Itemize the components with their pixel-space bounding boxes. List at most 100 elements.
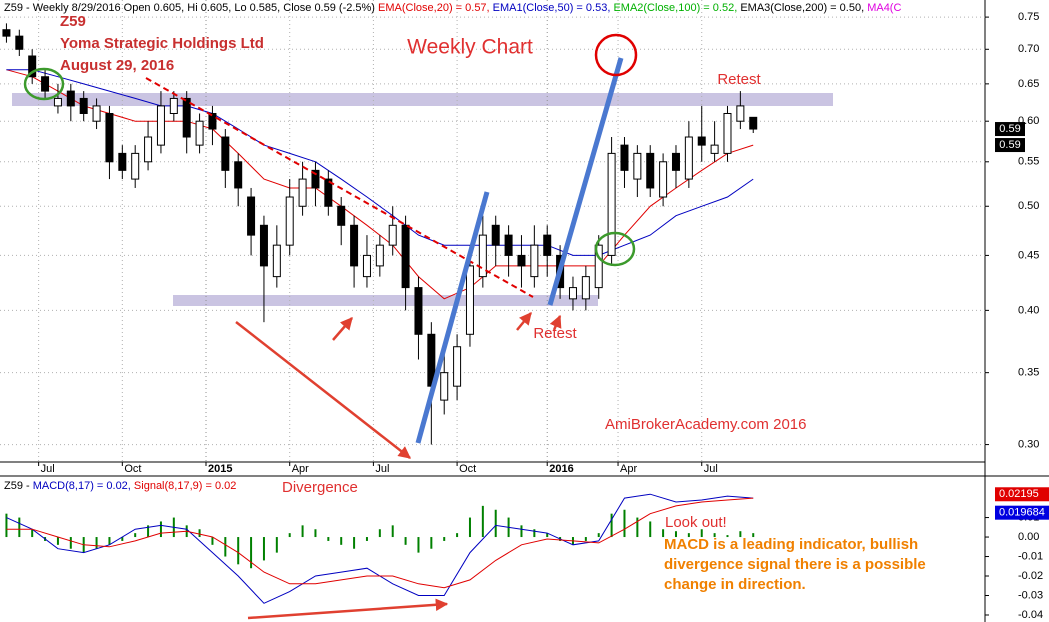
candle-body bbox=[453, 346, 462, 387]
header: Z59 - Weekly 8/29/2016 Open 0.605, Hi 0.… bbox=[4, 2, 901, 14]
candle-body bbox=[517, 254, 526, 267]
annotation: Retest bbox=[533, 325, 577, 342]
candle-body bbox=[697, 136, 706, 146]
x-tick-label: Jul bbox=[704, 463, 718, 475]
decorations bbox=[12, 93, 833, 306]
candle-body bbox=[684, 136, 693, 180]
histogram-bar bbox=[5, 513, 8, 538]
indicator-line bbox=[6, 69, 754, 256]
candle-body bbox=[79, 97, 88, 114]
candle-body bbox=[131, 152, 140, 180]
header-part: MA4(C bbox=[867, 2, 901, 14]
candle-body bbox=[504, 234, 513, 256]
histogram-bar bbox=[430, 537, 433, 549]
x-tick-label: Jul bbox=[41, 463, 55, 475]
candle-body bbox=[478, 234, 487, 278]
histogram-bar bbox=[649, 521, 652, 538]
candle-body bbox=[66, 90, 75, 107]
x-tick-label: Apr bbox=[292, 463, 309, 475]
histogram-bar bbox=[378, 529, 381, 538]
y-tick-label: -0.03 bbox=[1018, 589, 1043, 601]
annotation: Yoma Strategic Holdings Ltd bbox=[60, 35, 264, 52]
candle-body bbox=[144, 136, 153, 163]
histogram-bar bbox=[288, 533, 291, 538]
candle-body bbox=[41, 76, 50, 92]
candle-body bbox=[671, 152, 680, 171]
decorations bbox=[23, 33, 638, 620]
candle-body bbox=[375, 244, 384, 267]
arrow bbox=[235, 321, 411, 459]
header-part: Signal(8,17,9) = 0.02 bbox=[134, 480, 236, 492]
annotation: Retest bbox=[717, 71, 761, 88]
header: Z59 - MACD(8,17) = 0.02, Signal(8,17,9) … bbox=[4, 480, 236, 492]
candle-body bbox=[285, 196, 294, 246]
candle-body bbox=[169, 97, 178, 114]
histogram-bar bbox=[391, 525, 394, 538]
histogram-bar bbox=[69, 537, 72, 549]
y-tick-label: 0.40 bbox=[1018, 304, 1039, 316]
histogram-bar bbox=[533, 529, 536, 538]
annotation: August 29, 2016 bbox=[60, 57, 174, 74]
histogram-bar bbox=[275, 537, 278, 553]
candle-body bbox=[414, 287, 423, 335]
histogram-bar bbox=[610, 513, 613, 538]
y-tick-label: 0.35 bbox=[1018, 367, 1039, 379]
candle-body bbox=[388, 224, 397, 246]
histogram-bar bbox=[546, 533, 549, 538]
y-tick-label: 0.55 bbox=[1018, 156, 1039, 168]
histogram-bar bbox=[340, 537, 343, 545]
candle-body bbox=[362, 254, 371, 278]
highlight-circle bbox=[23, 67, 65, 101]
histogram-bar bbox=[674, 531, 677, 538]
candle-body bbox=[118, 152, 127, 171]
candle-body bbox=[440, 372, 449, 401]
candle-body bbox=[208, 112, 217, 130]
candle-body bbox=[324, 178, 333, 207]
histogram-bar bbox=[211, 537, 214, 545]
annotation: change in direction. bbox=[664, 576, 806, 593]
header-part: Z59 - bbox=[4, 480, 33, 492]
annotation: Z59 bbox=[60, 13, 86, 30]
histogram-bar bbox=[198, 529, 201, 538]
value-tag bbox=[995, 487, 1049, 502]
histogram-bar bbox=[584, 537, 587, 541]
y-tick-label: 0.75 bbox=[1018, 11, 1039, 23]
candle-body bbox=[646, 152, 655, 189]
header-part: EMA2(Close,100) = 0.52, bbox=[613, 2, 740, 14]
y-tick-label: 0.50 bbox=[1018, 200, 1039, 212]
histogram-bar bbox=[262, 537, 265, 561]
candle-body bbox=[620, 144, 629, 171]
resistance-band bbox=[12, 93, 833, 106]
histogram-bar bbox=[121, 537, 124, 541]
price-tag-label: 0.59 bbox=[999, 123, 1020, 135]
histogram-bar bbox=[687, 533, 690, 538]
histogram-bar bbox=[314, 529, 317, 538]
highlight-circle bbox=[594, 231, 636, 267]
candle-body bbox=[259, 224, 268, 267]
histogram-bar bbox=[18, 517, 21, 538]
histogram-bar bbox=[56, 537, 59, 545]
candle-body bbox=[247, 196, 256, 236]
histogram-bar bbox=[134, 533, 137, 538]
annotation: divergence signal there is a possible bbox=[664, 556, 926, 573]
histogram-bar bbox=[494, 509, 497, 538]
histogram-bar bbox=[353, 537, 356, 549]
histogram-bar bbox=[417, 537, 420, 553]
chart-title: Weekly Chart bbox=[407, 36, 533, 59]
arrow bbox=[549, 314, 562, 331]
histogram-bar bbox=[250, 537, 253, 569]
candle-body bbox=[736, 105, 745, 122]
candle-body bbox=[723, 112, 732, 154]
candle-body bbox=[530, 244, 539, 278]
annotation: MACD is a leading indicator, bullish bbox=[664, 536, 918, 553]
annotation: Divergence bbox=[282, 479, 358, 496]
histogram-bar bbox=[597, 533, 600, 538]
histogram-bar bbox=[481, 505, 484, 538]
candle-body bbox=[659, 161, 668, 198]
support-band bbox=[173, 295, 598, 306]
histogram-bar bbox=[95, 537, 98, 549]
histogram-bar bbox=[456, 533, 459, 538]
header-part: Z59 - Weekly 8/29/2016 Open 0.605, Hi 0.… bbox=[4, 2, 378, 14]
candle-body bbox=[156, 105, 165, 146]
arrow bbox=[247, 598, 449, 620]
